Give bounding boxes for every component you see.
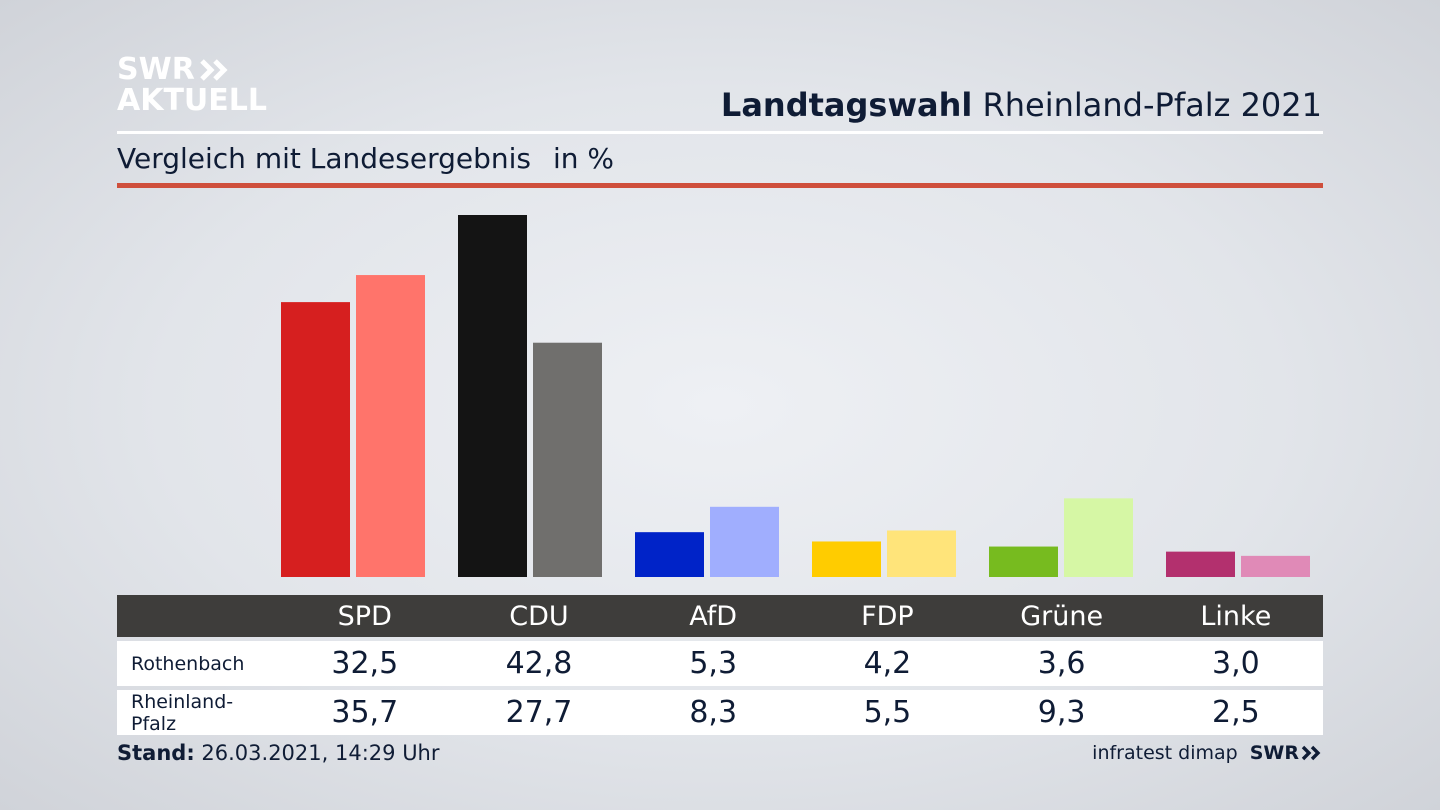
table-cell: 3,0 [1212, 646, 1260, 681]
bar-gruene-rothenbach [989, 546, 1058, 577]
footer-logo-text: SWR [1249, 742, 1299, 764]
table-header: SPD CDU AfD FDP Grüne Linke [117, 595, 1323, 637]
table-cell: 5,5 [863, 695, 912, 730]
results-table: SPD CDU AfD FDP Grüne Linke Rothenbach 3… [117, 595, 1323, 735]
logo-text-aktuell: AKTUELL [117, 83, 268, 118]
subtitle-unit: in % [552, 142, 615, 175]
table-cell: 2,5 [1212, 695, 1260, 730]
bar-spd-rothenbach [281, 302, 350, 577]
accent-rule [117, 183, 1323, 188]
swr-aktuell-logo: SWR AKTUELL [117, 54, 267, 116]
source-credit: infratest dimap SWR [1092, 742, 1323, 764]
bar-afd-rheinland-pfalz [710, 506, 779, 577]
row-label: Rheinland-Pfalz [131, 690, 234, 735]
title-bold: Landtagswahl [720, 86, 973, 124]
bar-gruene-rheinland-pfalz [1064, 498, 1133, 577]
header-spd: SPD [337, 600, 392, 632]
chart-subtitle: Vergleich mit Landesergebnis in % [117, 142, 614, 175]
stand-label: Stand: [117, 741, 195, 765]
table-cell: 4,2 [863, 646, 912, 681]
table-cell: 32,5 [331, 646, 399, 681]
table-cell: 5,3 [689, 646, 738, 681]
table-cell: 8,3 [689, 695, 738, 730]
bar-cdu-rothenbach [458, 215, 527, 577]
page-title: Landtagswahl Rheinland-Pfalz 2021 [721, 86, 1322, 124]
bar-linke-rothenbach [1166, 551, 1235, 577]
table-cell: 27,7 [505, 695, 573, 730]
stand-value: 26.03.2021, 14:29 Uhr [201, 741, 440, 765]
swr-footer-logo: SWR [1250, 742, 1323, 764]
table-cell: 35,7 [331, 695, 399, 730]
timestamp: Stand: 26.03.2021, 14:29 Uhr [117, 741, 440, 765]
bar-fdp-rheinland-pfalz [887, 530, 956, 577]
bar-linke-rheinland-pfalz [1241, 555, 1310, 577]
bar-cdu-rheinland-pfalz [533, 342, 602, 577]
bar-fdp-rothenbach [812, 541, 881, 577]
table-cell: 42,8 [505, 646, 573, 681]
subtitle-text: Vergleich mit Landesergebnis [117, 142, 531, 175]
table-row: Rheinland-Pfalz 35,7 27,7 8,3 5,5 9,3 2,… [117, 690, 1323, 735]
header-fdp: FDP [861, 600, 914, 632]
bar-chart [281, 215, 1310, 577]
table-row: Rothenbach 32,5 42,8 5,3 4,2 3,6 3,0 [117, 641, 1323, 686]
table-cell: 9,3 [1037, 695, 1086, 730]
double-chevron-icon [1301, 745, 1321, 761]
header-gruene: Grüne [1020, 600, 1104, 632]
logo-text-swr: SWR [117, 52, 195, 87]
row-label: Rothenbach [131, 652, 245, 675]
table-cell: 3,6 [1037, 646, 1086, 681]
header-afd: AfD [689, 600, 738, 632]
header-spacer [117, 595, 278, 637]
header-linke: Linke [1200, 600, 1272, 632]
title-rest: Rheinland-Pfalz 2021 [982, 86, 1322, 124]
bar-afd-rothenbach [635, 532, 704, 577]
source-text: infratest dimap [1092, 742, 1238, 764]
title-divider [117, 131, 1323, 134]
header-cdu: CDU [509, 600, 569, 632]
double-chevron-icon [200, 58, 228, 81]
bar-spd-rheinland-pfalz [356, 275, 425, 577]
